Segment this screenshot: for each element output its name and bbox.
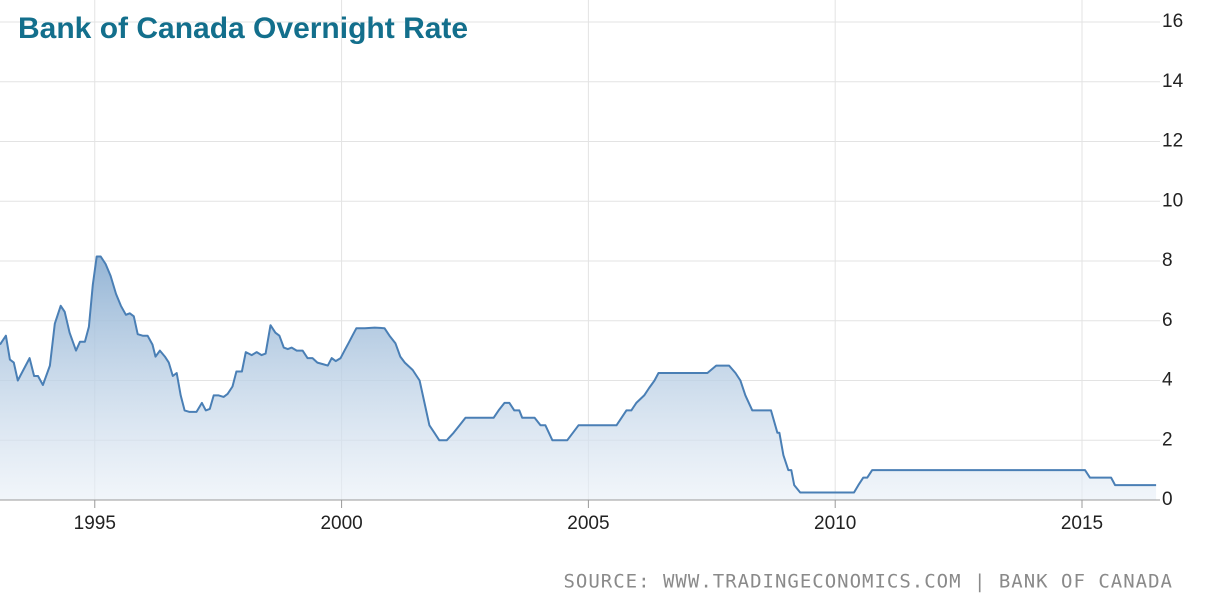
grid (0, 0, 1160, 501)
y-tick-label: 16 (1162, 11, 1183, 32)
y-tick-label: 10 (1162, 190, 1183, 211)
y-tick-label: 6 (1162, 310, 1173, 331)
x-tick-label: 2010 (814, 513, 856, 534)
y-tick-label: 14 (1162, 71, 1184, 92)
y-tick-label: 2 (1162, 429, 1173, 450)
y-tick-label: 0 (1162, 489, 1173, 510)
y-tick-label: 8 (1162, 250, 1173, 271)
chart-title: Bank of Canada Overnight Rate (18, 12, 468, 45)
x-tick-label: 2015 (1061, 513, 1103, 534)
x-tick-label: 2000 (320, 513, 362, 534)
source-note: SOURCE: WWW.TRADINGECONOMICS.COM | BANK … (563, 571, 1173, 593)
axes: 0 2 4 6 8 10 12 14 16 1995 2000 2005 2010 2015 (0, 11, 1184, 534)
area-fill (0, 256, 1157, 500)
x-tick-label: 2005 (567, 513, 609, 534)
plot (0, 255, 1157, 500)
x-tick-label: 1995 (74, 513, 116, 534)
y-tick-label: 12 (1162, 131, 1183, 152)
y-tick-label: 4 (1162, 370, 1173, 391)
rate-line (0, 255, 1157, 494)
